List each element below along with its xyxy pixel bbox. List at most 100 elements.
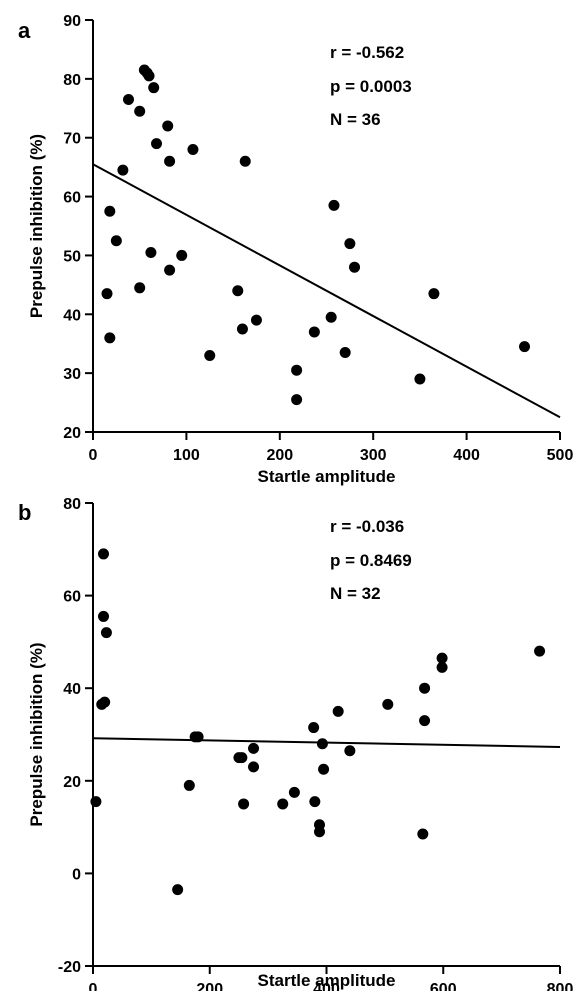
x-tick-label: 500 — [547, 447, 574, 464]
data-point — [239, 155, 251, 167]
data-point — [192, 731, 204, 743]
x-tick-label: 100 — [173, 447, 200, 464]
data-point — [308, 722, 320, 734]
x-axis-label: Startle amplitude — [258, 467, 396, 486]
y-tick-label: 40 — [63, 307, 81, 324]
data-point — [248, 742, 260, 754]
x-tick-label: 400 — [313, 981, 340, 991]
data-point — [313, 826, 325, 838]
data-point — [419, 682, 431, 694]
x-tick-label: 400 — [453, 447, 480, 464]
data-point — [519, 341, 531, 353]
data-point — [436, 652, 448, 664]
y-tick-label: 20 — [63, 774, 81, 791]
panel-label: b — [18, 500, 31, 525]
x-tick-label: 0 — [89, 981, 98, 991]
data-point — [176, 249, 188, 261]
data-point — [236, 323, 248, 335]
data-point — [248, 761, 260, 773]
data-point — [325, 311, 337, 323]
data-point — [145, 246, 157, 258]
y-tick-label: 80 — [63, 72, 81, 89]
chart-panel-a: 20 30 40 50 60 70 80 90 0 100 200 300 400 500 Startle … — [18, 13, 573, 486]
data-point — [187, 143, 199, 155]
data-point — [277, 798, 289, 810]
x-tick-label: 300 — [360, 447, 387, 464]
data-point — [204, 349, 216, 361]
data-point — [534, 645, 546, 657]
y-tick-label: 0 — [72, 866, 81, 883]
data-point — [291, 364, 303, 376]
data-point — [232, 285, 244, 297]
data-point — [143, 70, 155, 82]
data-point — [122, 93, 134, 105]
data-point — [148, 82, 160, 94]
stat-annotation: p = 0.8469 — [330, 551, 412, 570]
data-point — [99, 696, 111, 708]
y-tick-label: 70 — [63, 131, 81, 148]
data-point — [164, 264, 176, 276]
data-point — [417, 828, 429, 840]
x-axis-label: Startle amplitude — [258, 971, 396, 990]
y-tick-label: 80 — [63, 496, 81, 513]
data-point — [117, 164, 129, 176]
data-point — [110, 235, 122, 247]
data-point — [414, 373, 426, 385]
data-point — [104, 205, 116, 217]
stat-annotation: r = -0.036 — [330, 517, 404, 536]
y-tick-label: -20 — [58, 959, 81, 976]
data-point — [98, 610, 110, 622]
y-tick-label: 90 — [63, 13, 81, 30]
data-point — [134, 282, 146, 294]
y-axis-label: Prepulse inhibition (%) — [27, 134, 46, 318]
data-point — [382, 698, 394, 710]
y-tick-label: 40 — [63, 681, 81, 698]
data-point — [101, 288, 113, 300]
y-tick-label: 20 — [63, 425, 81, 442]
data-point — [236, 752, 248, 764]
y-tick-label: 30 — [63, 366, 81, 383]
y-tick-label: 60 — [63, 190, 81, 207]
data-point — [332, 705, 344, 717]
data-point — [419, 715, 431, 727]
stat-annotation: p = 0.0003 — [330, 77, 412, 96]
x-tick-label: 0 — [89, 447, 98, 464]
data-point — [349, 261, 361, 273]
data-point — [328, 199, 340, 211]
data-point — [344, 745, 356, 757]
x-tick-label: 800 — [547, 981, 574, 991]
x-tick-label: 600 — [430, 981, 457, 991]
data-point — [172, 884, 184, 896]
data-point — [309, 796, 321, 808]
stat-annotation: r = -0.562 — [330, 43, 404, 62]
data-point — [162, 120, 174, 132]
x-tick-label: 200 — [266, 447, 293, 464]
data-point — [100, 627, 112, 639]
data-point — [291, 394, 303, 406]
data-point — [428, 288, 440, 300]
y-tick-label: 50 — [63, 248, 81, 265]
y-axis-label: Prepulse inhibition (%) — [27, 642, 46, 826]
stat-annotation: N = 32 — [330, 584, 381, 603]
data-point — [164, 155, 176, 167]
data-point — [308, 326, 320, 338]
data-point — [98, 548, 110, 560]
data-point — [90, 796, 102, 808]
data-point — [250, 314, 262, 326]
data-point — [104, 332, 116, 344]
panel-label: a — [18, 18, 31, 43]
data-point — [344, 238, 356, 250]
stat-annotation: N = 36 — [330, 110, 381, 129]
data-point — [134, 105, 146, 117]
regression-line — [92, 163, 561, 419]
x-tick-label: 200 — [196, 981, 223, 991]
data-point — [288, 786, 300, 798]
data-point — [183, 779, 195, 791]
data-point — [316, 738, 328, 750]
data-point — [151, 138, 163, 150]
data-point — [238, 798, 250, 810]
data-point — [436, 661, 448, 673]
y-tick-label: 60 — [63, 589, 81, 606]
